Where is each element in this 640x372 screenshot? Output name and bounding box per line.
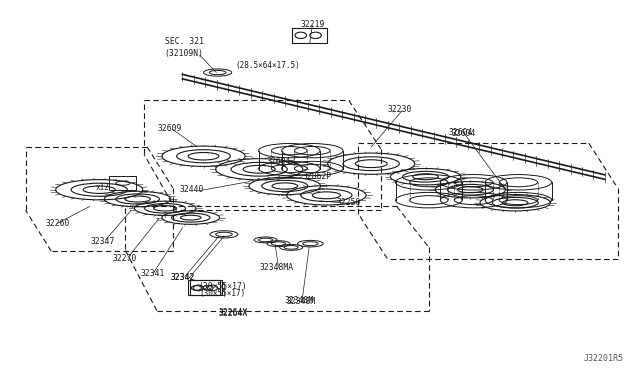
Text: 32862P: 32862P xyxy=(302,172,332,181)
Text: 32250: 32250 xyxy=(337,198,361,207)
Text: 32604: 32604 xyxy=(449,128,473,137)
Text: 32348M: 32348M xyxy=(286,297,316,306)
Text: 32230: 32230 xyxy=(388,105,412,114)
Text: 32342: 32342 xyxy=(170,273,195,282)
Text: (30×55×17): (30×55×17) xyxy=(198,282,247,291)
Text: 32260: 32260 xyxy=(45,219,70,228)
Text: (30×55×17): (30×55×17) xyxy=(200,289,246,298)
Text: 32264X: 32264X xyxy=(219,308,248,317)
Text: 32347: 32347 xyxy=(90,237,115,246)
Text: 32348M: 32348M xyxy=(285,296,314,305)
Text: 32440: 32440 xyxy=(180,185,204,194)
Text: 32270: 32270 xyxy=(113,254,137,263)
Text: x12: x12 xyxy=(95,183,109,192)
Text: SEC. 321
(32109N): SEC. 321 (32109N) xyxy=(165,37,204,58)
Text: 32609: 32609 xyxy=(157,124,182,133)
Text: 32604: 32604 xyxy=(266,157,291,166)
Text: (28.5×64×17.5): (28.5×64×17.5) xyxy=(235,61,300,70)
Text: 32342: 32342 xyxy=(170,273,195,282)
Text: 32264X: 32264X xyxy=(219,309,248,318)
Text: 32604: 32604 xyxy=(452,129,476,138)
Text: 32219: 32219 xyxy=(300,20,324,29)
Text: J32201R5: J32201R5 xyxy=(584,355,624,363)
Text: 32341: 32341 xyxy=(140,269,164,278)
Text: 32348MA: 32348MA xyxy=(259,263,294,272)
